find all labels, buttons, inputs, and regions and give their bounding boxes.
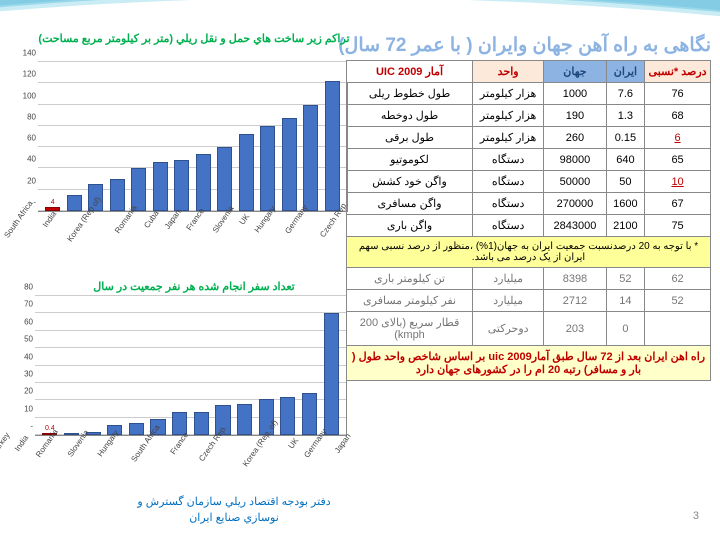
chart2-title: تعداد سفر انجام شده هر نفر جمعیت در سال	[80, 280, 310, 293]
table-row: 0203دوحرکتیقطار سریع (بالای 200 kmph)	[348, 312, 712, 346]
source-text: دفتر بودجه اقتصاد ريلي سازمان گسترش و نو…	[120, 495, 350, 526]
col-iran: ایران	[607, 61, 645, 83]
table-row: 60.15260هزار کیلومترطول برقی	[348, 127, 712, 149]
table-row: 681.3190هزار کیلومترطول دوخطه	[348, 105, 712, 127]
chart1: -204060801001201404Czech Rep.GermanyHung…	[14, 62, 354, 262]
data-table: درصد *نسبی ایران جهان واحد آمار UIC 2009…	[347, 60, 712, 381]
table-row: 671600270000دستگاهواگن مسافری	[348, 193, 712, 215]
table-row: 52142712میلیاردنفر کیلومتر مسافری	[348, 290, 712, 312]
table-row: 7521002843000دستگاهواگن باری	[348, 215, 712, 237]
col-unit: واحد	[474, 61, 545, 83]
col-percent: درصد *نسبی	[646, 61, 712, 83]
slide-title: نگاهی به راه آهن جهان وایران ( با عمر 72…	[339, 34, 712, 57]
note-row-red: راه اهن ایران بعد از 72 سال طبق آمارuic …	[348, 346, 712, 381]
table-row: 6564098000دستگاهلکوموتیو	[348, 149, 712, 171]
slide-number: 3	[694, 510, 700, 522]
chart1-title: تراکم زیر ساخت هاي حمل و نقل ريلي (متر ب…	[30, 32, 360, 45]
table-row: 105050000دستگاهواگن خود کشش	[348, 171, 712, 193]
col-stat: آمار UIC 2009	[348, 61, 474, 83]
table-row: 62528398میلیاردتن کیلومتر باری	[348, 268, 712, 290]
table-row: 767.61000هزار کیلومترطول خطوط ریلی	[348, 83, 712, 105]
col-world: جهان	[545, 61, 607, 83]
chart2: -10203040506070800.4JapanGermanyUKKorea …	[14, 296, 354, 486]
note-row: * با توجه به 20 درصدنسبت جمعیت ایران به …	[348, 237, 712, 268]
